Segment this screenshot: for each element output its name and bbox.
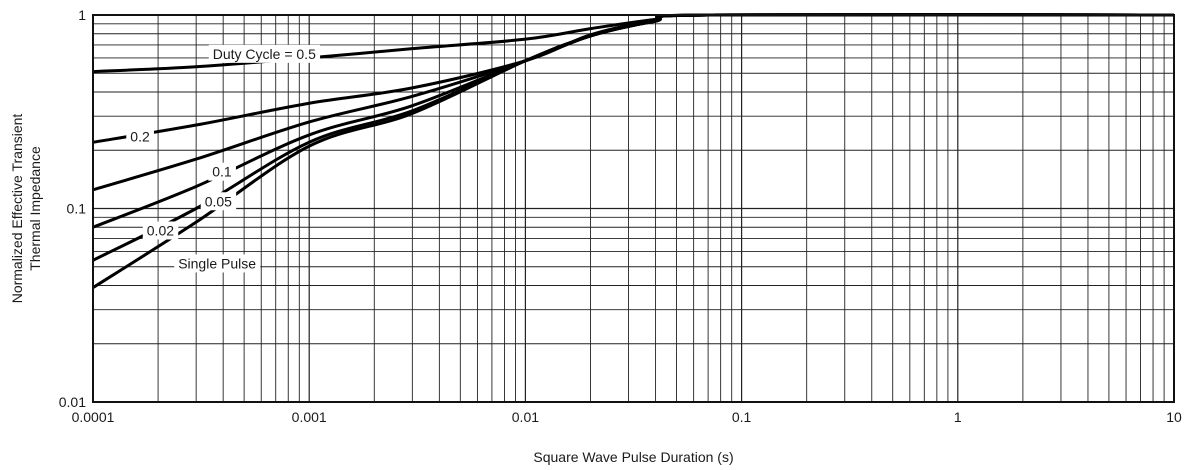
y-tick-label: 0.1 [67,201,87,217]
series-label-4: 0.02 [147,222,174,238]
y-axis-title-line2: Thermal Impedance [27,146,43,271]
series-label-bg [208,44,321,63]
y-axis-title-line1: Normalized Effective Transient [9,114,25,304]
curve-labels: Duty Cycle = 0.5 0.2 0.1 0.05 0.02 Single Pul… [126,44,321,273]
series-label-bg [174,254,261,273]
series-line-2 [92,13,1175,192]
series-label-bg [142,221,179,240]
x-tick-label: 0.01 [512,409,539,425]
series-label-2: 0.1 [212,164,232,180]
series-label-bg [200,192,237,211]
series-label-bg [208,162,236,181]
plot-frame [92,14,1175,403]
x-tick-label: 0.0001 [72,409,115,425]
series-label-1: 0.2 [130,129,150,145]
y-tick-label: 1 [78,7,86,23]
tick-labels: 0.0001 0.001 0.01 0.1 1 10 0.01 0.1 1 [59,7,1182,425]
series-label-3: 0.05 [205,193,232,209]
series-label-5: Single Pulse [178,255,256,271]
y-tick-label: 0.01 [59,394,86,410]
series-label-0: Duty Cycle = 0.5 [213,46,316,62]
grid-lines [92,15,1174,403]
x-tick-label: 0.001 [292,409,327,425]
x-tick-label: 1 [954,409,962,425]
x-tick-label: 0.1 [732,409,752,425]
series-label-bg [126,127,154,146]
x-axis-title: Square Wave Pulse Duration (s) [533,449,733,465]
x-tick-label: 10 [1166,409,1182,425]
